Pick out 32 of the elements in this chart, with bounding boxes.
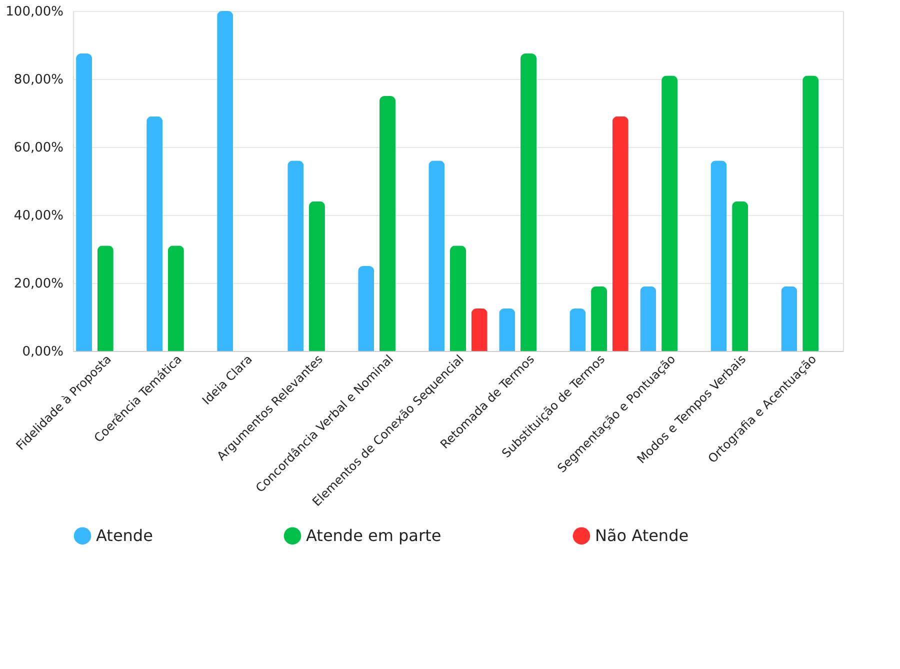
y-tick-label: 60,00% xyxy=(14,140,64,156)
bar xyxy=(76,54,92,351)
bar xyxy=(499,308,516,351)
y-tick-label: 20,00% xyxy=(14,276,64,292)
bar xyxy=(146,116,163,351)
bar xyxy=(168,246,184,351)
bar xyxy=(471,308,488,351)
bar xyxy=(732,201,748,351)
bar xyxy=(450,246,466,351)
bar xyxy=(358,266,374,351)
bar xyxy=(570,308,586,351)
bar xyxy=(288,160,304,351)
bar xyxy=(662,76,678,351)
bar xyxy=(379,96,396,351)
bar xyxy=(802,76,819,351)
legend-label: Atende xyxy=(96,526,153,545)
y-tick-label: 0,00% xyxy=(22,344,64,360)
bar xyxy=(640,286,656,351)
legend-label: Não Atende xyxy=(595,526,689,545)
legend-label: Atende em parte xyxy=(306,526,442,545)
bar xyxy=(217,11,234,351)
bar xyxy=(97,246,114,351)
bar xyxy=(308,201,325,351)
bar xyxy=(591,286,608,351)
y-tick-label: 100,00% xyxy=(6,4,64,20)
bar xyxy=(520,54,537,351)
y-tick-label: 40,00% xyxy=(14,208,64,224)
y-tick-label: 80,00% xyxy=(14,72,64,88)
bar xyxy=(428,160,445,351)
bar xyxy=(781,286,798,351)
bar xyxy=(612,116,628,351)
bar xyxy=(710,160,727,351)
